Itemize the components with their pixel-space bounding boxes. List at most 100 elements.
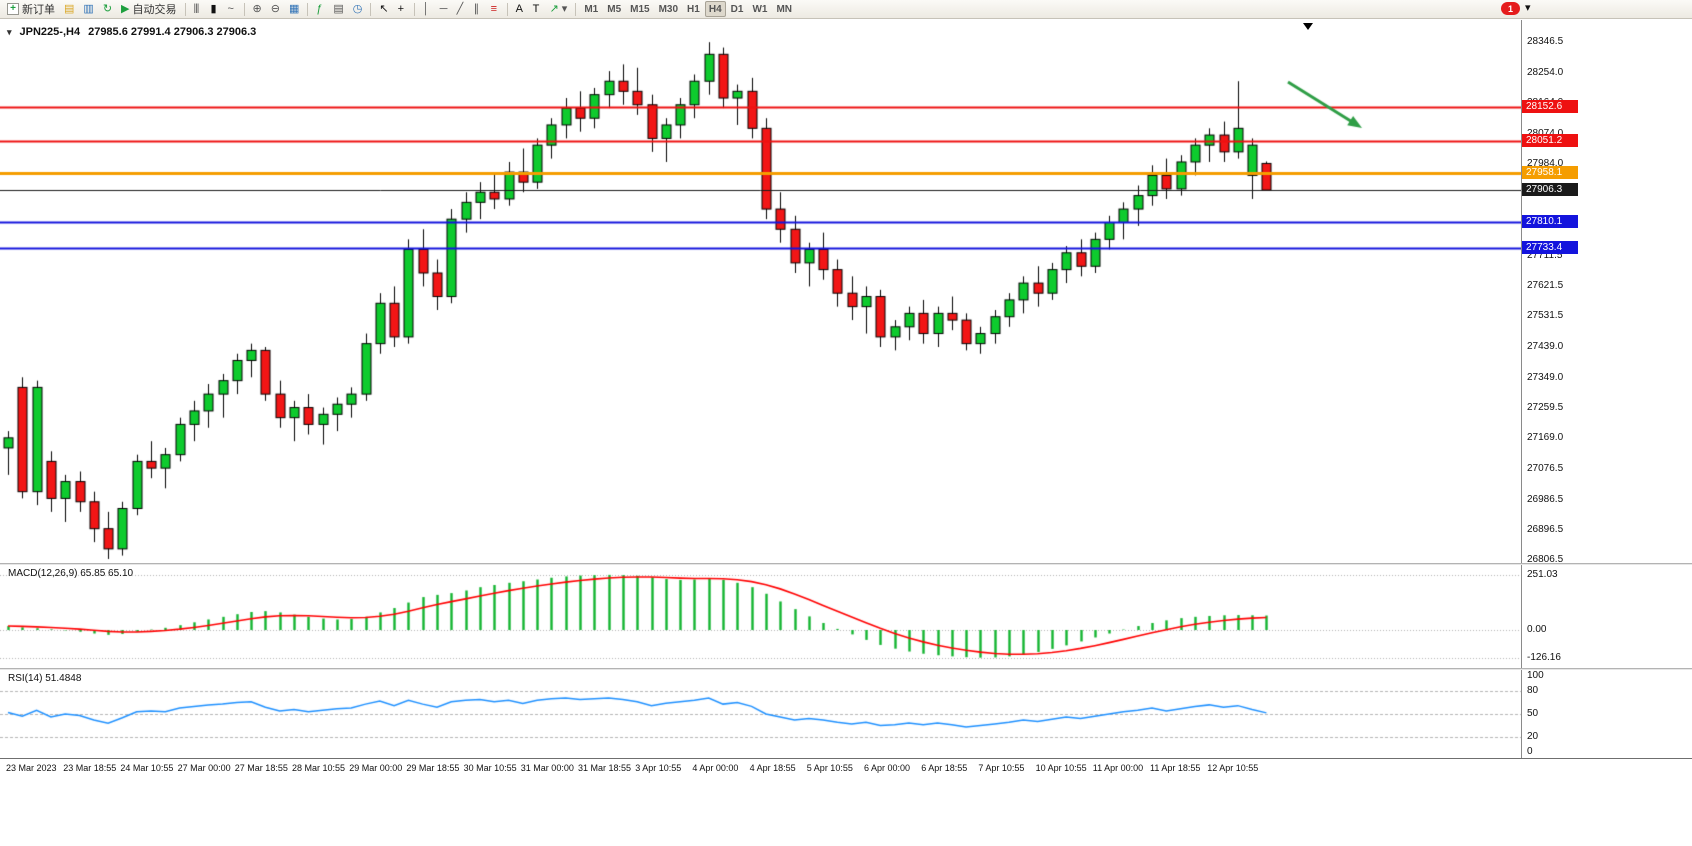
chart-ohlc-values: 27985.6 27991.4 27906.3 27906.3 [88, 26, 257, 38]
time-axis[interactable]: 23 Mar 2023 23 Mar 18:55 24 Mar 10:55 27 Ma… [0, 759, 1692, 781]
bar-chart-mode-button[interactable]: ||| [190, 1, 206, 17]
rsi-panel-separator[interactable] [0, 668, 1692, 670]
candle-chart-mode-button[interactable]: ▮ [207, 1, 223, 17]
indicator-list-button[interactable]: ▤ [329, 1, 347, 17]
new-chart-button[interactable]: ▤ [60, 1, 78, 17]
zoom-out-button[interactable]: ⊖ [267, 1, 284, 17]
timeframe-m15-button[interactable]: M15 [626, 1, 653, 17]
price-axis-tick: 28074.0 [1527, 127, 1564, 139]
arrows-tool-icon: ↗ [549, 2, 559, 15]
price-line-badge: 28051.2 [1522, 134, 1578, 148]
text-tool-icon: A [515, 2, 523, 15]
macd-panel-separator[interactable] [0, 563, 1692, 565]
time-axis-label: 11 Apr 18:55 [1150, 763, 1201, 773]
chevron-down-icon: ▾ [561, 2, 568, 15]
price-axis-tick: 28254.0 [1527, 67, 1564, 79]
notification-badge[interactable]: 1 [1501, 2, 1520, 15]
time-axis-label: 28 Mar 10:55 [292, 763, 346, 773]
fibonacci-icon: ≡ [490, 2, 497, 15]
toolbar-separator [413, 2, 415, 16]
symbol-dropdown-icon[interactable]: ▾ [7, 26, 12, 37]
time-axis-label: 27 Mar 00:00 [177, 763, 231, 773]
label-tool-icon: T [532, 2, 540, 15]
indicators-button[interactable]: ƒ [312, 1, 328, 17]
price-axis-tick: 27984.0 [1527, 157, 1564, 169]
timeframe-w1-button[interactable]: W1 [748, 1, 771, 17]
toolbar-right-group: 1 ▾ [1501, 2, 1531, 15]
chart-shift-marker-icon[interactable] [1303, 23, 1313, 30]
rsi-axis-label: 0 [1527, 746, 1533, 757]
label-tool-button[interactable]: T [529, 1, 545, 17]
time-axis-label: 29 Mar 00:00 [349, 763, 403, 773]
bar-chart-icon: ||| [193, 3, 200, 14]
rsi-axis-label: 80 [1527, 685, 1539, 697]
timeframe-m1-button[interactable]: M1 [580, 1, 602, 17]
profiles-button[interactable]: ▥ [79, 1, 97, 17]
price-axis-tick: 27711.5 [1527, 249, 1563, 261]
timeframe-m5-button[interactable]: M5 [603, 1, 625, 17]
time-axis-label: 10 Apr 10:55 [1035, 763, 1087, 773]
rsi-axis-label: 20 [1527, 730, 1539, 742]
line-chart-mode-button[interactable]: ~ [224, 1, 240, 17]
time-axis-label: 3 Apr 10:55 [635, 763, 682, 773]
horizontal-line-tool-button[interactable]: ─ [436, 1, 452, 17]
time-axis-separator [0, 758, 1692, 759]
cursor-tool-button[interactable]: ↖ [375, 1, 392, 17]
new-order-icon: + [7, 3, 19, 15]
toolbar: + 新订单 ▤ ▥ ↻ ▶ 自动交易 ||| ▮ ~ ⊕ ⊖ [0, 0, 1692, 19]
price-axis-tick: 27259.5 [1527, 401, 1564, 413]
text-tool-button[interactable]: A [512, 1, 528, 17]
autotrading-play-icon: ▶ [121, 2, 130, 15]
autotrading-label: 自动交易 [132, 4, 177, 16]
zoom-out-icon: ⊖ [270, 2, 280, 15]
time-axis-label: 5 Apr 10:55 [806, 763, 853, 773]
macd-indicator-canvas[interactable] [0, 565, 1521, 668]
price-axis-tick: 28346.5 [1527, 36, 1564, 48]
macd-axis-label: -126.16 [1527, 651, 1561, 663]
rsi-indicator-canvas[interactable] [0, 670, 1521, 758]
period-clock-button[interactable]: ◷ [349, 1, 367, 17]
macd-axis-label: 0.00 [1527, 624, 1547, 635]
toolbar-overflow-caret-icon[interactable]: ▾ [1525, 2, 1531, 14]
arrows-tool-button[interactable]: ↗ ▾ [546, 1, 572, 17]
time-axis-label: 4 Apr 00:00 [692, 763, 739, 773]
time-axis-label: 6 Apr 18:55 [921, 763, 968, 773]
price-chart-canvas[interactable] [0, 22, 1521, 563]
autotrading-button[interactable]: ▶ 自动交易 [117, 1, 180, 17]
price-line-badge: 27906.3 [1522, 183, 1578, 197]
timeframe-h1-button[interactable]: H1 [683, 1, 704, 17]
clock-icon: ◷ [352, 2, 363, 15]
vertical-line-icon: │ [422, 2, 430, 15]
timeframe-mn-button[interactable]: MN [772, 1, 796, 17]
time-axis-label: 30 Mar 10:55 [463, 763, 517, 773]
tile-windows-icon: ▦ [288, 2, 300, 15]
trendline-icon: ╱ [456, 2, 464, 15]
price-line-badge: 27733.4 [1522, 241, 1578, 255]
zoom-in-button[interactable]: ⊕ [249, 1, 266, 17]
timeframe-d1-button[interactable]: D1 [727, 1, 748, 17]
price-axis-tick: 27439.0 [1527, 341, 1564, 353]
rsi-axis-label: 100 [1527, 670, 1544, 681]
toolbar-separator [184, 2, 186, 16]
vertical-line-tool-button[interactable]: │ [419, 1, 435, 17]
price-line-badge: 28152.6 [1522, 100, 1578, 114]
toolbar-separator [307, 2, 309, 16]
tile-windows-button[interactable]: ▦ [285, 1, 303, 17]
time-axis-label: 11 Apr 00:00 [1092, 763, 1144, 773]
refresh-button[interactable]: ↻ [99, 1, 116, 17]
candlestick-chart-icon: ▮ [210, 2, 217, 15]
new-chart-icon: ▤ [64, 2, 75, 15]
fibonacci-tool-button[interactable]: ≡ [487, 1, 503, 17]
cursor-icon: ↖ [379, 2, 389, 15]
time-axis-label: 4 Apr 18:55 [749, 763, 796, 773]
crosshair-icon: + [397, 2, 405, 15]
timeframe-h4-button[interactable]: H4 [704, 1, 726, 17]
channel-tool-button[interactable]: ∥ [470, 1, 486, 17]
timeframe-m30-button[interactable]: M30 [655, 1, 682, 17]
time-axis-label: 31 Mar 00:00 [520, 763, 574, 773]
price-axis-tick: 27349.0 [1527, 371, 1564, 383]
trendline-tool-button[interactable]: ╱ [453, 1, 469, 17]
new-order-button[interactable]: + 新订单 [3, 1, 59, 17]
price-axis-tick: 26896.5 [1527, 523, 1564, 535]
crosshair-tool-button[interactable]: + [394, 1, 410, 17]
